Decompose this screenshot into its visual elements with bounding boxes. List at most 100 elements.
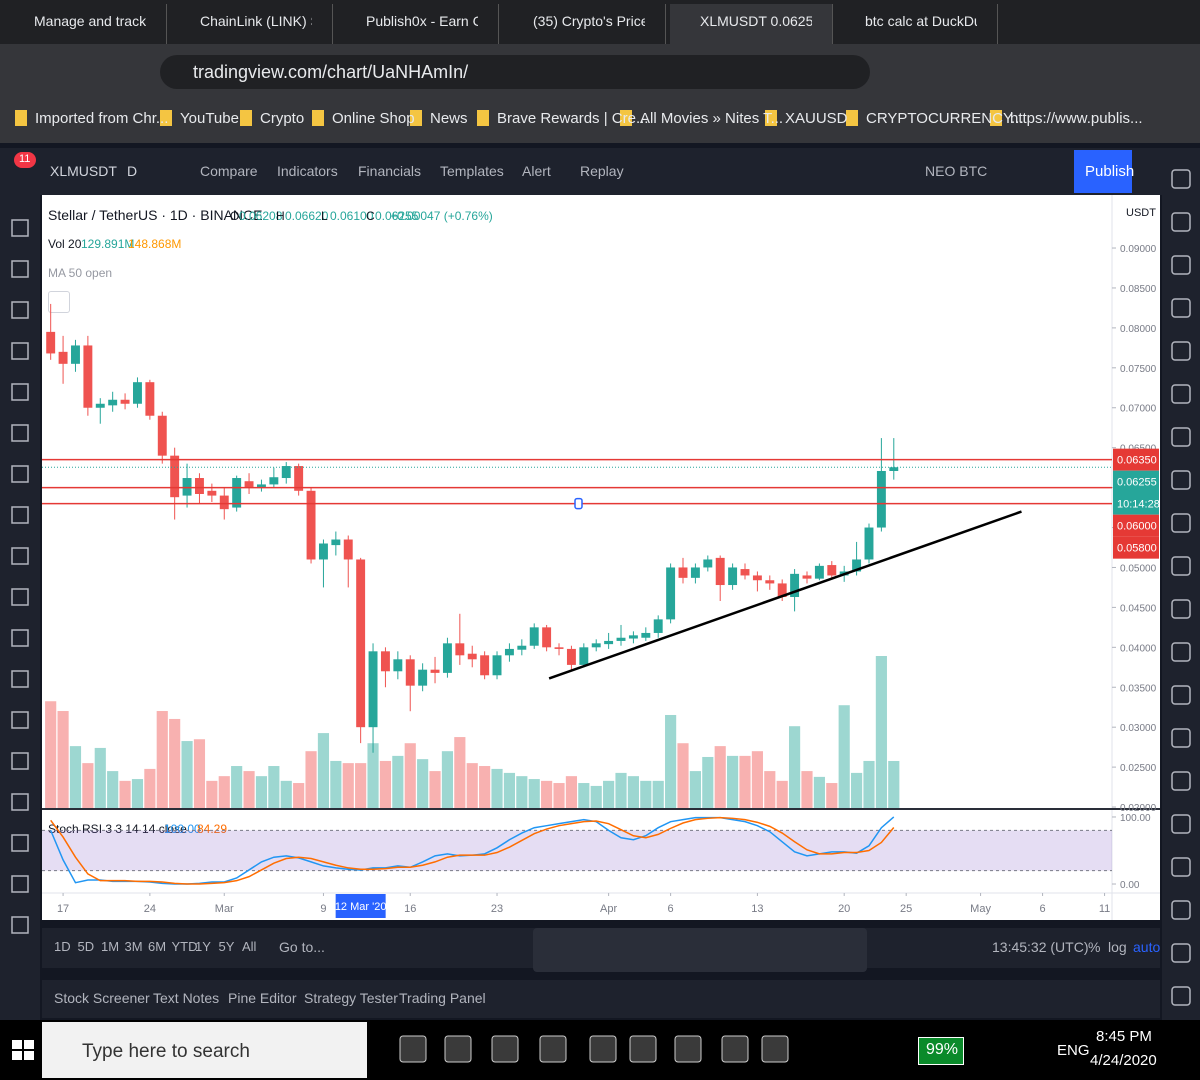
toolbar-item[interactable]: Financials xyxy=(358,163,422,179)
candle-body xyxy=(71,345,80,364)
badge-text: 11 xyxy=(19,153,31,165)
bookmark[interactable]: News xyxy=(430,110,468,127)
crosshair-label: 12 Mar '20 xyxy=(335,901,387,913)
side-icon xyxy=(1171,986,1191,1006)
badge xyxy=(14,152,36,168)
y-tick-label: 0.07000 xyxy=(1120,404,1157,415)
bookmark[interactable]: Crypto xyxy=(260,110,305,127)
tool-icon xyxy=(11,916,29,934)
language: ENG xyxy=(1057,1042,1090,1059)
range-button[interactable]: All xyxy=(242,939,257,954)
toolbar-item[interactable]: Indicators xyxy=(277,163,338,179)
tool-icon xyxy=(11,342,29,360)
candle-body xyxy=(765,580,775,584)
toolbar-item[interactable]: Replay xyxy=(580,163,624,179)
range-button[interactable]: 5Y xyxy=(218,939,235,954)
left-toolbar xyxy=(0,148,40,1020)
side-icon xyxy=(1171,298,1191,318)
x-tick-label: 20 xyxy=(838,903,850,915)
candle-body xyxy=(529,627,539,646)
candle-body xyxy=(157,415,167,456)
taskbar-app xyxy=(721,1035,749,1063)
tab-title[interactable]: btc calc at DuckDuckG xyxy=(865,13,977,29)
log-toggle[interactable]: log xyxy=(1108,939,1127,955)
candle-body xyxy=(852,559,862,572)
countdown: 10:14:28 xyxy=(1117,499,1160,511)
bookmark[interactable]: Brave Rewards | Cre... xyxy=(497,110,649,127)
volume-bar xyxy=(131,779,144,808)
range-button[interactable]: 5D xyxy=(77,939,95,954)
volume-bar xyxy=(429,771,441,808)
tab[interactable] xyxy=(503,4,666,44)
symbol[interactable]: XLMUSDT xyxy=(50,163,117,179)
tab-title[interactable]: Manage and track your xyxy=(34,13,146,29)
candle-body xyxy=(790,573,800,598)
publish-button[interactable] xyxy=(1074,150,1132,193)
tab-title[interactable]: (35) Crypto's Price Pred xyxy=(533,13,645,29)
tab-title[interactable]: Publish0x - Earn Crypto xyxy=(366,13,478,29)
bookmark[interactable]: XAUUSD xyxy=(785,110,848,127)
side-icon xyxy=(1171,599,1191,619)
tab[interactable] xyxy=(170,4,333,44)
bookmark[interactable]: YouTube xyxy=(180,110,239,127)
volume-bar xyxy=(565,776,577,808)
y-tick-label: 0.07500 xyxy=(1120,364,1157,375)
layout-name[interactable]: NEO BTC xyxy=(925,163,988,179)
percent-toggle[interactable]: % xyxy=(1088,939,1101,955)
bookmark[interactable]: All Movies » Nites T... xyxy=(640,110,784,127)
volume-bar xyxy=(801,771,813,808)
bottom-tab[interactable]: Stock Screener xyxy=(54,990,150,1006)
bookmark[interactable]: Online Shop xyxy=(332,110,415,127)
range-button[interactable]: 6M xyxy=(148,939,167,954)
tab[interactable] xyxy=(4,4,167,44)
collapse-button[interactable] xyxy=(48,291,70,313)
tab-title[interactable]: XLMUSDT 0.06255 ▲ + xyxy=(700,13,812,29)
candle-body xyxy=(306,490,316,560)
candle-body xyxy=(715,557,725,586)
bottom-tab[interactable]: Text Notes xyxy=(153,990,220,1006)
candle-body xyxy=(480,655,490,676)
candle-body xyxy=(814,565,824,579)
address-bar[interactable] xyxy=(160,55,870,89)
bookmark[interactable]: Imported from Chr... xyxy=(35,110,169,127)
taskbar-app xyxy=(399,1035,427,1063)
x-tick-label: Apr xyxy=(600,903,617,915)
last-price-label: 0.06255 xyxy=(1117,477,1157,489)
interval[interactable]: D xyxy=(127,163,138,179)
bottom-tab[interactable]: Strategy Tester xyxy=(304,990,398,1006)
range-button[interactable]: 1D xyxy=(54,939,71,954)
tab[interactable] xyxy=(835,4,998,44)
goto[interactable]: Go to... xyxy=(279,939,325,955)
bookmark-icon xyxy=(477,110,489,126)
candle-body xyxy=(492,655,502,676)
range-button[interactable]: 1M xyxy=(101,939,120,954)
range-button[interactable]: 1Y xyxy=(195,939,211,954)
candle-body xyxy=(653,619,663,633)
tab[interactable] xyxy=(336,4,499,44)
tab[interactable] xyxy=(670,4,833,44)
candle-body xyxy=(442,643,452,673)
search-box[interactable] xyxy=(42,1022,367,1078)
toolbar-item[interactable]: Compare xyxy=(200,163,258,179)
bottom-tab[interactable]: Trading Panel xyxy=(399,990,486,1006)
toolbar-item[interactable]: Alert xyxy=(522,163,551,179)
toolbar-item[interactable]: Templates xyxy=(440,163,504,179)
tab-title[interactable]: ChainLink (LINK) SHOR xyxy=(200,13,312,29)
range-button[interactable]: YTD xyxy=(171,939,198,954)
ohlc-value: 0.06255 xyxy=(375,209,419,223)
bookmark[interactable]: https://www.publis... xyxy=(1010,110,1143,127)
bookmark[interactable]: CRYPTOCURRENCY... xyxy=(866,110,1024,127)
bottom-tab[interactable]: Pine Editor xyxy=(228,990,297,1006)
volume-bar xyxy=(851,772,863,808)
bookmark-icon xyxy=(160,110,172,126)
bookmark-icon xyxy=(15,110,27,126)
volume-bar xyxy=(714,746,726,808)
auto-toggle[interactable]: auto xyxy=(1133,939,1161,955)
volume-bar xyxy=(317,733,330,808)
range-button[interactable]: 3M xyxy=(124,939,143,954)
taskbar-app xyxy=(539,1035,567,1063)
battery-text: 99% xyxy=(926,1041,959,1058)
taskbar-app xyxy=(629,1035,657,1063)
candle-body xyxy=(207,490,217,496)
trend-line xyxy=(548,510,1022,680)
